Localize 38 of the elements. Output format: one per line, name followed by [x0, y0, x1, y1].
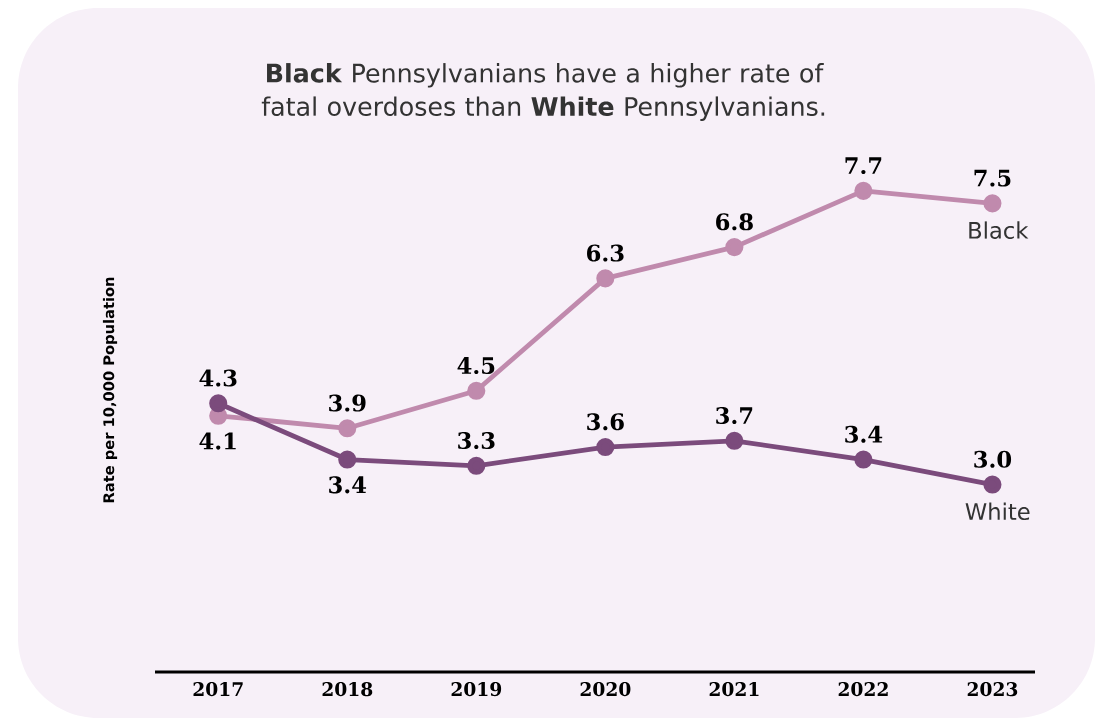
point [983, 475, 1002, 494]
point [854, 450, 873, 469]
data-label: 4.3 [199, 369, 237, 387]
data-label: 4.5 [457, 356, 495, 375]
data-label: 4.1 [199, 432, 236, 450]
x-tick-label: 2020 [580, 682, 631, 697]
x-tick-label: 2022 [838, 682, 888, 697]
point [983, 194, 1002, 213]
y-axis-title: Rate per 10,000 Population [102, 277, 118, 503]
x-tick-label: 2019 [451, 682, 502, 697]
series-label: White [965, 502, 1030, 521]
point [338, 419, 357, 438]
series-label: Black [969, 221, 1029, 239]
chart-title: Black Pennsylvanians have a higher rate of fatal overdoses than White Pennsylvanians. [261, 63, 825, 121]
data-label: 6.8 [716, 213, 753, 231]
data-label: 3.9 [329, 394, 366, 412]
data-label: 3.4 [845, 425, 883, 443]
data-label: 3.6 [587, 413, 624, 431]
point [596, 269, 615, 288]
data-label: 3.3 [458, 431, 495, 450]
point [467, 381, 486, 400]
data-label: 3.4 [329, 476, 367, 494]
data-label: 3.7 [716, 406, 753, 425]
point [467, 456, 486, 475]
data-label: 6.3 [587, 244, 624, 262]
data-label: 7.7 [845, 157, 882, 175]
x-tick-label: 2021 [709, 682, 759, 697]
data-label: 3.0 [974, 450, 1012, 468]
x-tick-label: 2017 [193, 682, 243, 697]
data-label: 7.5 [974, 169, 1011, 187]
point [338, 450, 357, 469]
point [209, 394, 228, 413]
point [725, 238, 744, 257]
x-tick-label: 2018 [322, 682, 373, 697]
point [725, 431, 744, 450]
x-tick-label: 2023 [967, 682, 1018, 697]
point [596, 437, 615, 457]
point [854, 181, 873, 200]
